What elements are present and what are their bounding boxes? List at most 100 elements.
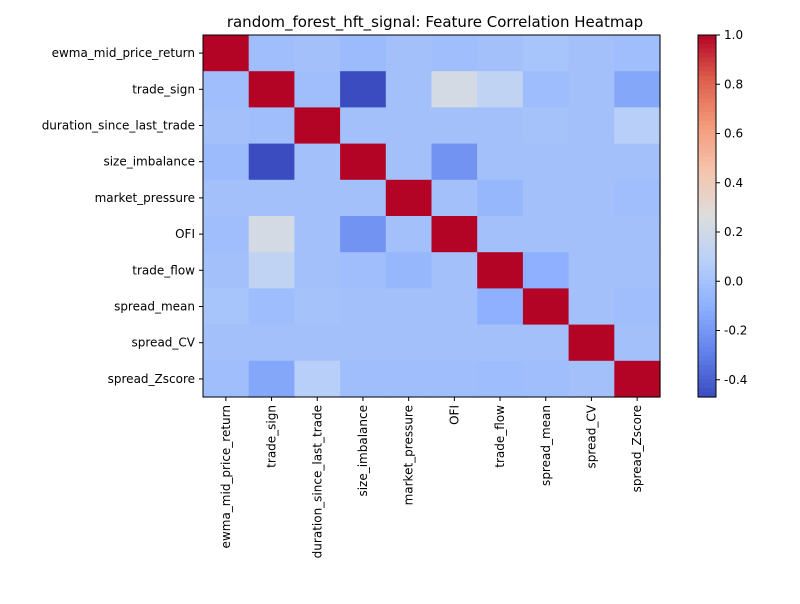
column-tick-label: size_imbalance	[356, 405, 370, 497]
heatmap-cell	[522, 360, 570, 398]
colorbar-segment	[698, 211, 716, 217]
colorbar-segment	[698, 347, 716, 353]
colorbar-segment	[698, 80, 716, 86]
column-tick-labels: ewma_mid_price_return trade_sign duration_…	[219, 397, 644, 558]
heatmap-cell	[294, 143, 341, 181]
heatmap-cell	[431, 35, 478, 72]
heatmap-cell	[248, 179, 295, 217]
colorbar-segment	[698, 351, 716, 357]
colorbar-segment	[698, 315, 716, 321]
colorbar-segment	[698, 220, 716, 226]
colorbar: -0.4 -0.2 0.0 0.2 0.4 0.6 0.8 1.0	[697, 28, 747, 398]
heatmap-cell	[568, 360, 615, 398]
heatmap-cell	[294, 216, 341, 253]
heatmap-cell	[385, 216, 433, 253]
colorbar-tick-label: 0.8	[724, 77, 743, 91]
heatmap-cell	[248, 288, 295, 326]
heatmap-cell	[522, 216, 570, 253]
colorbar-segment	[698, 297, 716, 303]
heatmap-cell	[477, 143, 524, 181]
heatmap-cell	[568, 107, 615, 145]
heatmap-cell	[431, 71, 478, 108]
heatmap-cell	[248, 143, 295, 181]
heatmap-cell	[568, 71, 615, 108]
heatmap-cell	[385, 107, 433, 145]
row-tick-label: spread_Zscore	[108, 372, 195, 386]
colorbar-segment	[698, 93, 716, 99]
colorbar-segment	[698, 35, 716, 41]
chart-title: random_forest_hft_signal: Feature Correl…	[227, 13, 643, 32]
colorbar-segment	[698, 342, 716, 348]
colorbar-segment	[698, 157, 716, 163]
heatmap-cell	[248, 107, 295, 145]
plot-frame	[202, 34, 661, 398]
heatmap-cell	[385, 252, 433, 289]
heatmap-cell	[431, 360, 478, 398]
colorbar-tick-label: -0.2	[724, 324, 747, 338]
heatmap-cell	[431, 252, 478, 289]
colorbar-segment	[698, 179, 716, 185]
heatmap-cell	[294, 35, 341, 72]
heatmap-cell	[431, 288, 478, 326]
heatmap-cell	[203, 179, 250, 217]
colorbar-segment	[698, 292, 716, 299]
colorbar-segment	[698, 378, 716, 385]
colorbar-segment	[698, 279, 716, 285]
colorbar-segment	[698, 175, 716, 181]
heatmap-cell	[340, 324, 387, 362]
colorbar-segment	[698, 301, 716, 308]
heatmap-cell	[477, 324, 524, 362]
heatmap-cell	[294, 107, 341, 145]
colorbar-segment	[698, 247, 716, 253]
colorbar-segment	[698, 243, 716, 249]
heatmap-cell	[477, 252, 524, 289]
colorbar-segment	[698, 75, 716, 81]
colorbar-segment	[698, 71, 716, 77]
heatmap-cell	[568, 35, 615, 72]
column-tick-label: OFI	[447, 405, 461, 425]
heatmap-cell	[340, 71, 387, 108]
heatmap-cell	[203, 35, 250, 72]
column-tick-label: ewma_mid_price_return	[219, 405, 233, 548]
heatmap-cell	[294, 252, 341, 289]
heatmap-cell	[477, 216, 524, 253]
colorbar-segment	[698, 53, 716, 59]
colorbar-segment	[698, 143, 716, 149]
heatmap-cell	[248, 35, 295, 72]
colorbar-segment	[698, 84, 716, 90]
colorbar-tick-label: 1.0	[724, 28, 743, 42]
colorbar-segment	[698, 120, 716, 127]
heatmap-cell	[203, 71, 250, 108]
row-tick-label: duration_since_last_trade	[42, 119, 195, 133]
heatmap-cells	[202, 34, 661, 398]
heatmap-cell	[340, 143, 387, 181]
row-tick-labels: ewma_mid_price_return trade_sign duration_…	[42, 46, 203, 386]
heatmap-cell	[568, 216, 615, 253]
heatmap-cell	[614, 179, 661, 217]
colorbar-segment	[698, 288, 716, 294]
heatmap-cell	[248, 324, 295, 362]
colorbar-tick-label: 0.2	[724, 225, 743, 239]
colorbar-segment	[698, 184, 716, 190]
heatmap-cell	[568, 179, 615, 217]
colorbar-segment	[698, 274, 716, 280]
heatmap-cell	[385, 360, 433, 398]
heatmap-cell	[248, 360, 295, 398]
colorbar-segment	[698, 66, 716, 72]
heatmap-cell	[477, 179, 524, 217]
heatmap-cell	[203, 324, 250, 362]
heatmap-cell	[203, 288, 250, 326]
heatmap-cell	[385, 288, 433, 326]
heatmap-cell	[614, 143, 661, 181]
row-tick-label: spread_mean	[114, 300, 195, 314]
heatmap-cell	[568, 288, 615, 326]
colorbar-segment	[698, 270, 716, 276]
colorbar-segment	[698, 216, 716, 222]
colorbar-tick-label: 0.4	[724, 176, 743, 190]
heatmap-cell	[203, 252, 250, 289]
heatmap-cell	[477, 107, 524, 145]
colorbar-frame	[697, 34, 717, 398]
colorbar-segment	[698, 256, 716, 262]
colorbar-segment	[698, 197, 716, 204]
